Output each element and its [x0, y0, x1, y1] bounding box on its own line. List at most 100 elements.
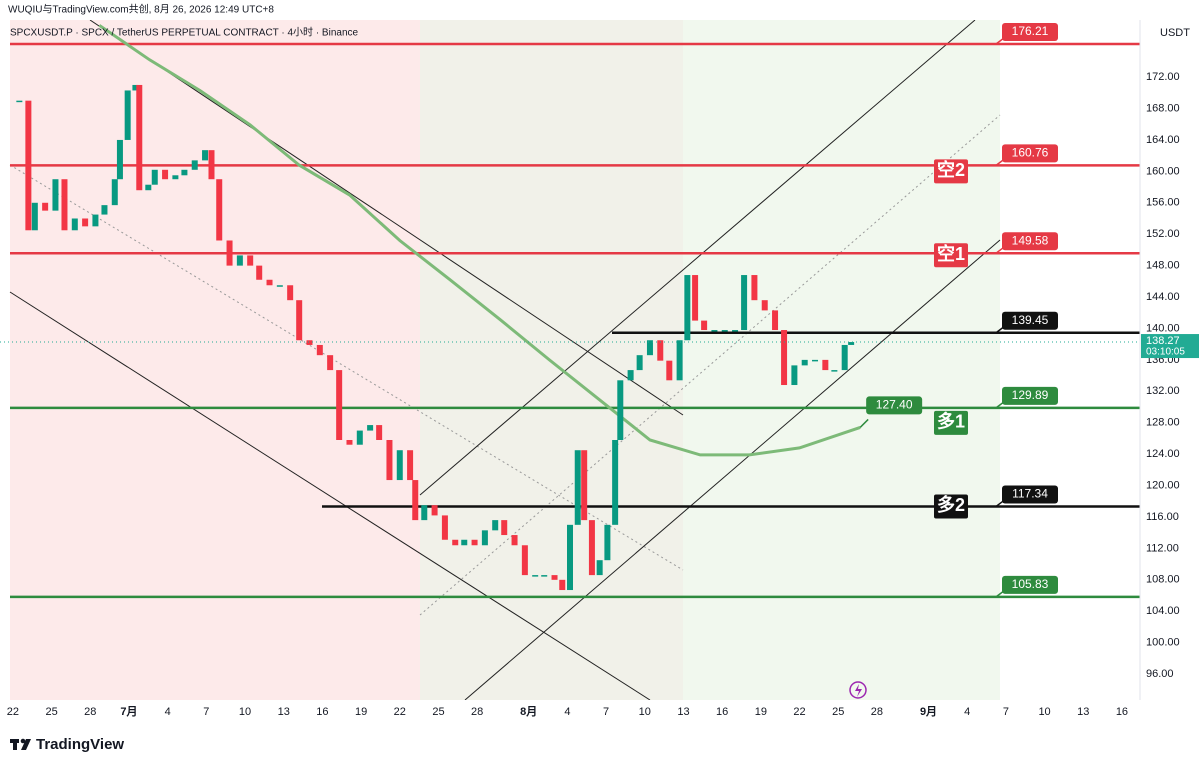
- candle: [492, 520, 499, 531]
- last-price-box: [1141, 334, 1199, 359]
- candle: [191, 160, 198, 170]
- candle: [226, 240, 233, 266]
- candle: [657, 340, 664, 361]
- y-tick-label: 124.00: [1146, 448, 1180, 460]
- candle: [376, 425, 383, 441]
- level-label-box: [1002, 23, 1058, 42]
- candle: [316, 344, 323, 356]
- candle: [581, 450, 588, 521]
- candle: [162, 169, 169, 180]
- candle: [132, 84, 139, 91]
- level-label: 139.45: [1012, 313, 1049, 327]
- channel-line: [419, 20, 976, 496]
- candle: [551, 575, 558, 580]
- candle: [701, 320, 708, 331]
- level-label-box: [1002, 144, 1058, 163]
- candle: [751, 275, 758, 301]
- level-tag: 多1: [937, 411, 965, 432]
- x-tick-label: 10: [639, 706, 651, 718]
- y-tick-label: 120.00: [1146, 479, 1180, 491]
- x-tick-label: 13: [1077, 706, 1089, 718]
- level-label-box: [1002, 232, 1058, 251]
- candle: [471, 539, 478, 546]
- candle: [306, 340, 313, 345]
- level-tag-box: [934, 243, 968, 268]
- x-tick-label: 25: [432, 706, 444, 718]
- candle: [532, 575, 539, 577]
- level-tag-box: [934, 410, 968, 435]
- y-tick-label: 140.00: [1146, 322, 1180, 334]
- x-tick-label: 28: [871, 706, 883, 718]
- candle: [559, 579, 566, 591]
- level-tag-box: [934, 159, 968, 184]
- channel-line: [89, 20, 684, 416]
- candle: [627, 370, 634, 381]
- y-tick-label: 100.00: [1146, 637, 1180, 649]
- candle: [721, 330, 728, 332]
- candle: [296, 300, 303, 341]
- y-tick-label: 156.00: [1146, 197, 1180, 209]
- candle: [287, 285, 294, 301]
- candle: [822, 359, 829, 371]
- x-tick-label: 16: [316, 706, 328, 718]
- y-tick-label: 128.00: [1146, 417, 1180, 429]
- long-zone: [683, 20, 1000, 700]
- ma-label-box: [866, 396, 923, 415]
- candle: [574, 450, 581, 525]
- candle: [646, 340, 653, 356]
- x-tick-label: 8月: [520, 705, 537, 718]
- candle: [511, 535, 518, 546]
- x-tick-label: 25: [832, 706, 844, 718]
- ma-label-tip: [859, 418, 869, 428]
- candle: [181, 169, 188, 176]
- x-tick-label: 19: [755, 706, 767, 718]
- y-tick-label: 132.00: [1146, 385, 1180, 397]
- candle: [848, 342, 855, 345]
- logo-icon: [10, 738, 31, 750]
- candle: [741, 275, 748, 331]
- candle: [151, 169, 158, 185]
- level-label: 105.83: [1012, 577, 1049, 591]
- x-tick-label: 16: [716, 706, 728, 718]
- candle: [31, 202, 38, 231]
- candle: [567, 524, 573, 591]
- candle: [276, 285, 283, 287]
- candle: [386, 440, 393, 481]
- level-label: 176.21: [1012, 24, 1049, 38]
- candle: [541, 575, 548, 577]
- candle: [588, 520, 595, 576]
- x-tick-label: 22: [793, 706, 805, 718]
- candle: [452, 539, 459, 546]
- x-tick-label: 28: [84, 706, 96, 718]
- candle: [42, 202, 49, 211]
- candle: [501, 520, 508, 536]
- watermark: WUQIU与TradingView.com共创, 8月 26, 2026 12:…: [8, 3, 274, 16]
- candle: [236, 255, 243, 266]
- x-tick-label: 25: [45, 706, 57, 718]
- y-tick-label: 152.00: [1146, 228, 1180, 240]
- candle: [346, 440, 353, 445]
- candle: [431, 505, 438, 516]
- level-label: 160.76: [1012, 146, 1049, 160]
- candle: [266, 279, 273, 286]
- brand: TradingView: [36, 736, 124, 753]
- candle: [247, 255, 254, 266]
- candle: [612, 440, 619, 525]
- candle: [82, 218, 89, 227]
- candle: [216, 179, 223, 241]
- candle: [521, 545, 528, 576]
- y-tick-label: 168.00: [1146, 102, 1180, 114]
- candle: [692, 275, 699, 321]
- plot-area: [0, 20, 1140, 700]
- y-tick-label: 148.00: [1146, 260, 1180, 272]
- candle: [791, 365, 798, 386]
- candle: [636, 355, 643, 371]
- x-tick-label: 16: [1116, 706, 1128, 718]
- x-tick-label: 7: [1003, 706, 1009, 718]
- y-tick-label: 116.00: [1146, 511, 1179, 523]
- y-tick-label: 112.00: [1146, 542, 1179, 554]
- candle: [441, 515, 448, 540]
- candle: [407, 450, 414, 481]
- candle: [367, 425, 374, 431]
